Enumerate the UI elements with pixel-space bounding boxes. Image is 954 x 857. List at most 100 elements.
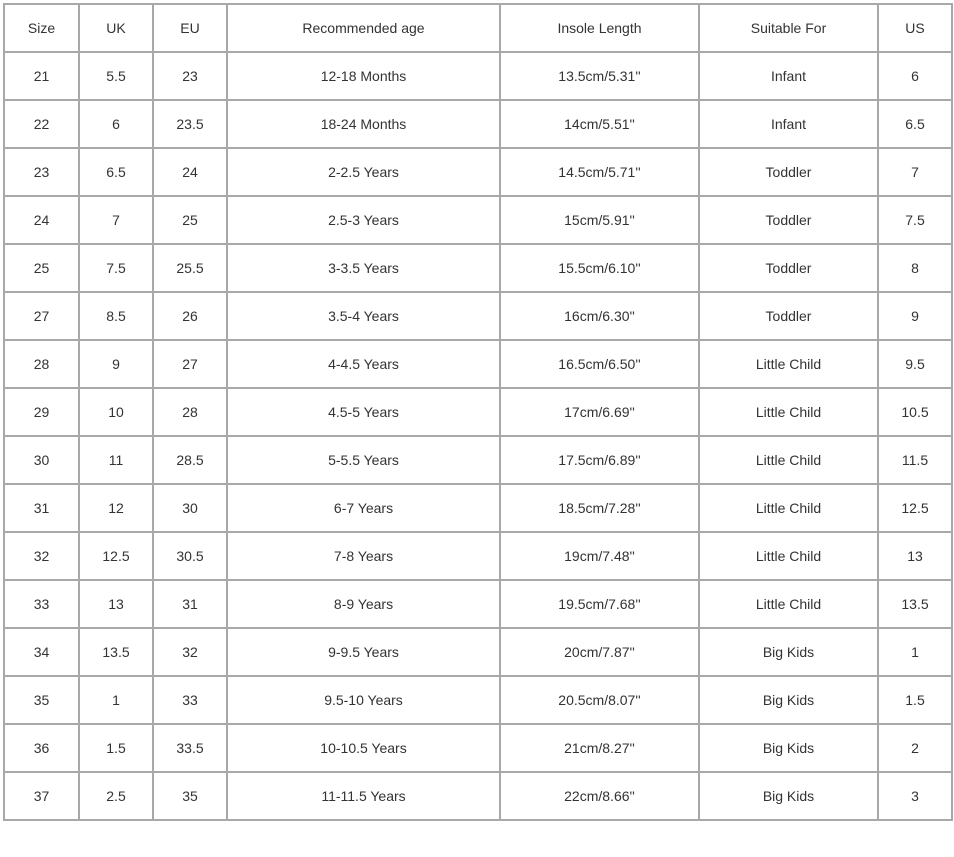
cell: Toddler xyxy=(698,195,879,245)
cell: 6 xyxy=(78,99,154,149)
cell: 19.5cm/7.68'' xyxy=(499,579,700,629)
header-cell: Insole Length xyxy=(499,3,700,53)
cell: 37 xyxy=(3,771,80,821)
cell: 12-18 Months xyxy=(226,51,501,101)
cell: 33 xyxy=(3,579,80,629)
cell: 6 xyxy=(877,51,953,101)
table-row: 23 6.5 24 2-2.5 Years 14.5cm/5.71'' Toddler 7 xyxy=(3,147,953,197)
cell: 36 xyxy=(3,723,80,773)
table-row: 22 6 23.5 18-24 Months 14cm/5.51'' Infant 6.5 xyxy=(3,99,953,149)
cell: 1.5 xyxy=(877,675,953,725)
cell: 7 xyxy=(78,195,154,245)
cell: 5-5.5 Years xyxy=(226,435,501,485)
header-row: Size UK EU Recommended age Insole Length Suit… xyxy=(3,3,953,53)
cell: 9-9.5 Years xyxy=(226,627,501,677)
cell: 28.5 xyxy=(152,435,228,485)
cell: 33.5 xyxy=(152,723,228,773)
cell: Big Kids xyxy=(698,771,879,821)
cell: 11.5 xyxy=(877,435,953,485)
cell: Big Kids xyxy=(698,675,879,725)
table-row: 36 1.5 33.5 10-10.5 Years 21cm/8.27'' Big Kid… xyxy=(3,723,953,773)
cell: Little Child xyxy=(698,483,879,533)
cell: 31 xyxy=(152,579,228,629)
cell: 9.5-10 Years xyxy=(226,675,501,725)
cell: Little Child xyxy=(698,387,879,437)
cell: 30.5 xyxy=(152,531,228,581)
cell: 3-3.5 Years xyxy=(226,243,501,293)
cell: 14cm/5.51'' xyxy=(499,99,700,149)
cell: Infant xyxy=(698,51,879,101)
cell: 13 xyxy=(877,531,953,581)
cell: Toddler xyxy=(698,243,879,293)
cell: 4-4.5 Years xyxy=(226,339,501,389)
table-row: 28 9 27 4-4.5 Years 16.5cm/6.50'' Little Chil… xyxy=(3,339,953,389)
cell: 34 xyxy=(3,627,80,677)
cell: 3 xyxy=(877,771,953,821)
cell: 9 xyxy=(877,291,953,341)
cell: 25 xyxy=(3,243,80,293)
table-row: 33 13 31 8-9 Years 19.5cm/7.68'' Little Child… xyxy=(3,579,953,629)
cell: 7.5 xyxy=(78,243,154,293)
cell: 24 xyxy=(3,195,80,245)
cell: 31 xyxy=(3,483,80,533)
cell: 12 xyxy=(78,483,154,533)
header-cell: UK xyxy=(78,3,154,53)
cell: 10-10.5 Years xyxy=(226,723,501,773)
cell: 28 xyxy=(152,387,228,437)
header-cell: EU xyxy=(152,3,228,53)
cell: 32 xyxy=(3,531,80,581)
cell: 11 xyxy=(78,435,154,485)
cell: 32 xyxy=(152,627,228,677)
cell: 21cm/8.27'' xyxy=(499,723,700,773)
table-row: 32 12.5 30.5 7-8 Years 19cm/7.48'' Little Chi… xyxy=(3,531,953,581)
cell: 10 xyxy=(78,387,154,437)
cell: 6.5 xyxy=(877,99,953,149)
table-row: 37 2.5 35 11-11.5 Years 22cm/8.66'' Big Kids 3 xyxy=(3,771,953,821)
cell: 27 xyxy=(152,339,228,389)
cell: 8.5 xyxy=(78,291,154,341)
cell: Little Child xyxy=(698,579,879,629)
cell: 20.5cm/8.07'' xyxy=(499,675,700,725)
cell: Little Child xyxy=(698,339,879,389)
cell: 2 xyxy=(877,723,953,773)
header-cell: US xyxy=(877,3,953,53)
cell: Big Kids xyxy=(698,723,879,773)
cell: 4.5-5 Years xyxy=(226,387,501,437)
cell: 2.5-3 Years xyxy=(226,195,501,245)
cell: 29 xyxy=(3,387,80,437)
table-row: 24 7 25 2.5-3 Years 15cm/5.91'' Toddler 7.5 xyxy=(3,195,953,245)
cell: 18.5cm/7.28'' xyxy=(499,483,700,533)
size-table: Size UK EU Recommended age Insole Length Suit… xyxy=(3,3,953,821)
header-cell: Suitable For xyxy=(698,3,879,53)
table-row: 27 8.5 26 3.5-4 Years 16cm/6.30'' Toddler 9 xyxy=(3,291,953,341)
cell: 13.5cm/5.31'' xyxy=(499,51,700,101)
cell: 10.5 xyxy=(877,387,953,437)
cell: 15cm/5.91'' xyxy=(499,195,700,245)
header-cell: Size xyxy=(3,3,80,53)
table-row: 35 1 33 9.5-10 Years 20.5cm/8.07'' Big Kids 1.… xyxy=(3,675,953,725)
cell: 7.5 xyxy=(877,195,953,245)
cell: 12.5 xyxy=(78,531,154,581)
cell: 2.5 xyxy=(78,771,154,821)
cell: 11-11.5 Years xyxy=(226,771,501,821)
cell: 25.5 xyxy=(152,243,228,293)
cell: 6-7 Years xyxy=(226,483,501,533)
cell: 22cm/8.66'' xyxy=(499,771,700,821)
cell: 12.5 xyxy=(877,483,953,533)
cell: Little Child xyxy=(698,531,879,581)
cell: 19cm/7.48'' xyxy=(499,531,700,581)
cell: 1 xyxy=(78,675,154,725)
cell: 16.5cm/6.50'' xyxy=(499,339,700,389)
table-row: 21 5.5 23 12-18 Months 13.5cm/5.31'' Infant 6 xyxy=(3,51,953,101)
cell: Infant xyxy=(698,99,879,149)
cell: 22 xyxy=(3,99,80,149)
cell: 9.5 xyxy=(877,339,953,389)
cell: 13 xyxy=(78,579,154,629)
cell: 33 xyxy=(152,675,228,725)
table-row: 34 13.5 32 9-9.5 Years 20cm/7.87'' Big Kids 1 xyxy=(3,627,953,677)
cell: 8 xyxy=(877,243,953,293)
cell: 1 xyxy=(877,627,953,677)
cell: 14.5cm/5.71'' xyxy=(499,147,700,197)
cell: Toddler xyxy=(698,291,879,341)
